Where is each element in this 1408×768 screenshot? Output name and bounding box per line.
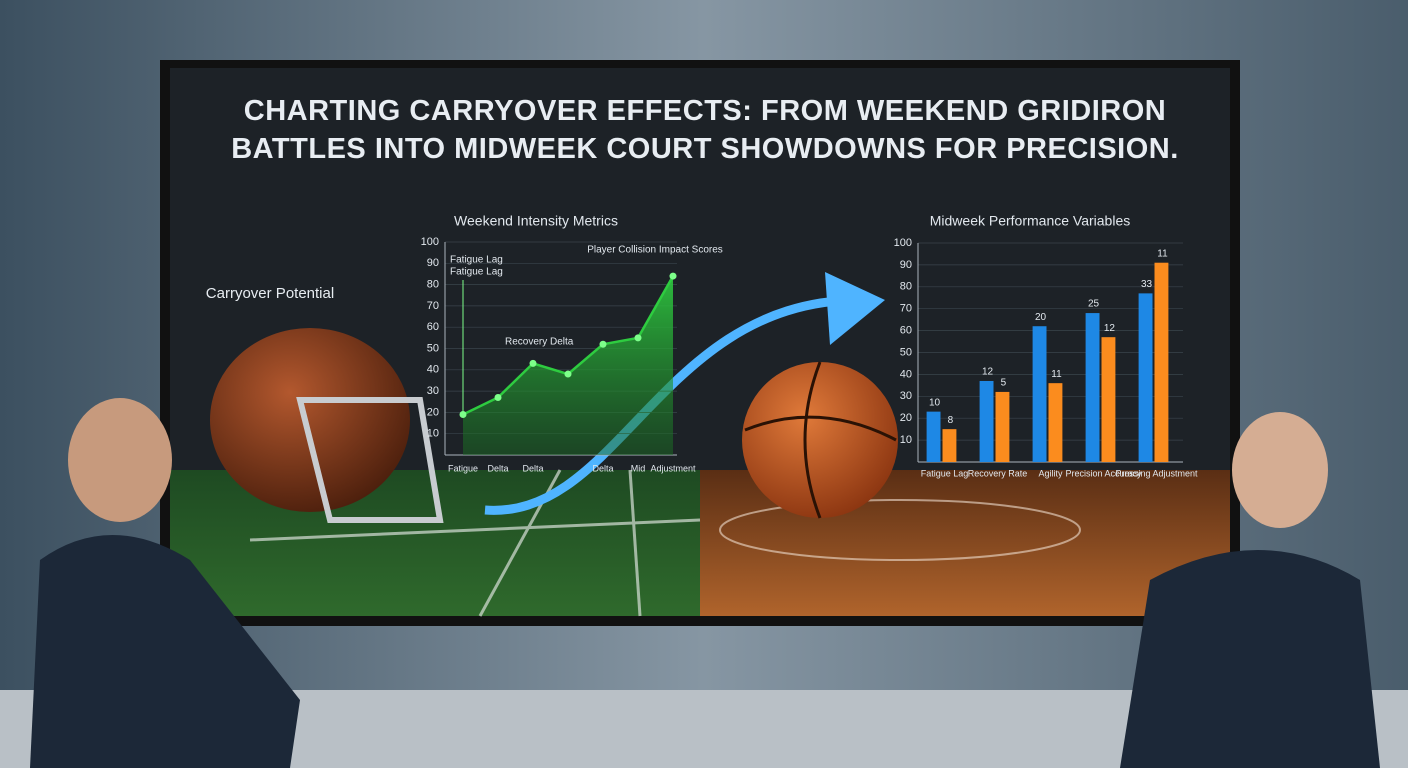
annotation: Recovery Delta [505, 337, 574, 348]
y-tick-label: 50 [900, 346, 912, 358]
bar [1032, 326, 1047, 462]
y-tick-label: 100 [421, 236, 439, 248]
point [459, 411, 467, 419]
football-helmet [210, 328, 410, 512]
y-tick-label: 80 [427, 279, 439, 291]
person-left [30, 535, 300, 768]
y-tick-label: 90 [427, 257, 439, 269]
bar-label: 10 [929, 397, 941, 408]
bar-label: 8 [948, 415, 954, 426]
x-tick-label: Recovery Rate [968, 468, 1028, 478]
x-tick-label: Fatigue [448, 463, 478, 473]
bar-label: 20 [1035, 312, 1047, 323]
annotation: Player Collision Impact Scores [587, 245, 723, 256]
point [564, 370, 572, 378]
bar [1101, 337, 1116, 462]
bar [995, 391, 1010, 462]
point [599, 340, 607, 348]
y-tick-label: 10 [900, 434, 912, 446]
court-line [719, 499, 1081, 561]
bar-label: 11 [1157, 248, 1168, 259]
bar [942, 429, 957, 462]
x-tick-label: Adjustment [650, 463, 696, 473]
bar-label: 25 [1088, 299, 1100, 310]
chart-title: Midweek Performance Variables [930, 213, 1131, 229]
y-tick-label: 60 [900, 325, 912, 337]
x-tick-label: Delta [522, 463, 543, 473]
y-tick-label: 70 [427, 300, 439, 312]
bar-label: 12 [1104, 323, 1116, 334]
ball-seams [744, 361, 897, 519]
point [494, 393, 502, 401]
x-tick-label: Pressing Adjustment [1115, 468, 1198, 478]
y-tick-label: 20 [900, 412, 912, 424]
person-right [1120, 550, 1380, 768]
bar-label: 11 [1051, 369, 1062, 380]
point [529, 359, 537, 367]
x-tick-label: Fatigue Lag [921, 468, 969, 478]
point [669, 272, 677, 280]
chart-title: Weekend Intensity Metrics [454, 213, 618, 229]
bar-label: 12 [982, 367, 994, 378]
y-tick-label: 50 [427, 342, 439, 354]
bar [926, 411, 941, 462]
point [634, 334, 642, 342]
y-tick-label: 70 [900, 303, 912, 315]
y-tick-label: 80 [900, 281, 912, 293]
bar-label: 5 [1001, 378, 1007, 389]
bar [1154, 262, 1169, 462]
x-tick-label: Delta [592, 463, 613, 473]
basketball [742, 362, 898, 518]
y-tick-label: 40 [427, 364, 439, 376]
y-tick-label: 10 [427, 428, 439, 440]
y-tick-label: 60 [427, 321, 439, 333]
y-tick-label: 30 [900, 390, 912, 402]
person-left-head [68, 398, 172, 522]
x-tick-label: Delta [487, 463, 508, 473]
annotation: Fatigue Lag [450, 267, 503, 278]
bar [1138, 293, 1153, 462]
x-tick-label: Agility [1038, 468, 1063, 478]
y-tick-label: 100 [894, 237, 912, 249]
face-mask [296, 397, 444, 523]
title: CHARTING CARRYOVER EFFECTS: FROM WEEKEND… [231, 95, 1179, 165]
y-tick-label: 90 [900, 259, 912, 271]
person-right-head [1232, 412, 1328, 528]
x-tick-label: Precision Accuracy [1065, 468, 1142, 478]
x-tick-label: Mid [631, 463, 646, 473]
arrow-head [825, 272, 885, 345]
callout: Carryover Potential [206, 285, 334, 302]
bar [979, 380, 994, 462]
bar [1085, 313, 1100, 462]
bar [1048, 383, 1063, 462]
area [463, 276, 673, 455]
y-tick-label: 40 [900, 368, 912, 380]
annotation: Fatigue Lag [450, 255, 503, 266]
y-tick-label: 20 [427, 406, 439, 418]
y-tick-label: 30 [427, 385, 439, 397]
bar-label: 33 [1141, 279, 1153, 290]
